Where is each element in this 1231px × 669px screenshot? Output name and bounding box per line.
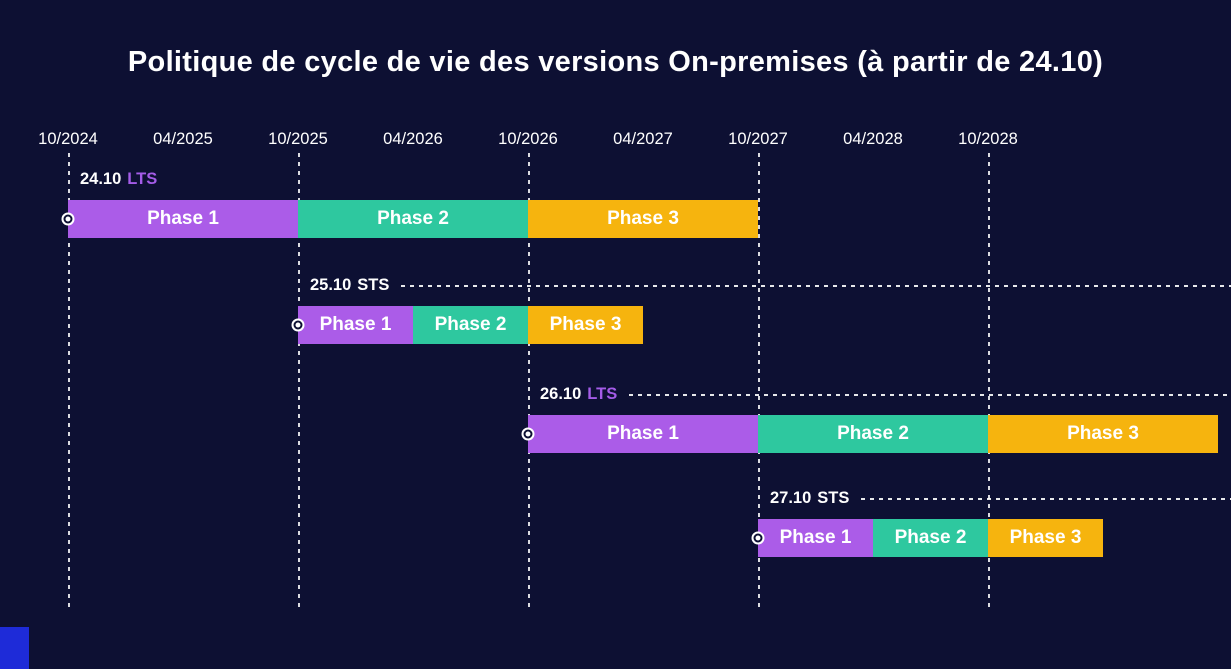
release-version: 24.10 [80,170,122,188]
release-label-24.10: 24.10 LTS [80,170,157,189]
bar-25.10-phase-3: Phase 3 [528,306,643,344]
release-version: 27.10 [770,489,812,507]
release-tag: STS [357,276,390,294]
release-label-27.10: 27.10 STS [770,489,849,508]
bar-27.10-phase-1: Phase 1 [758,519,873,557]
bar-27.10-phase-2: Phase 2 [873,519,988,557]
release-tag: LTS [587,385,618,403]
axis-tick-10-2027: 10/2027 [728,130,788,148]
phase-label: Phase 3 [1067,423,1139,444]
release-tag: LTS [127,170,158,188]
axis-tick-04-2027: 04/2027 [613,130,673,148]
gridline-month-36 [758,153,760,611]
phase-label: Phase 3 [549,314,622,335]
phase-label: Phase 2 [434,314,507,335]
phase-label: Phase 1 [319,314,392,335]
release-start-marker-icon [61,212,75,226]
release-tag: STS [817,489,850,507]
release-version: 26.10 [540,385,582,403]
phase-label: Phase 1 [147,208,219,229]
phase-label: Phase 1 [779,527,852,548]
page-title: Politique de cycle de vie des versions O… [127,46,1104,78]
phase-label: Phase 2 [837,423,909,444]
release-start-marker-icon [521,427,535,441]
label-connector-line [861,498,1231,500]
label-connector-line [629,394,1231,396]
phase-label: Phase 2 [377,208,449,229]
release-start-marker-icon [291,318,305,332]
gridline-month-0 [68,153,70,611]
bar-24.10-phase-3: Phase 3 [528,200,758,238]
phase-label: Phase 1 [607,423,679,444]
axis-tick-10-2026: 10/2026 [498,130,558,148]
bar-26.10-phase-2: Phase 2 [758,415,988,453]
axis-tick-10-2025: 10/2025 [268,130,328,148]
release-version: 25.10 [310,276,352,294]
bar-25.10-phase-2: Phase 2 [413,306,528,344]
axis-tick-04-2025: 04/2025 [153,130,213,148]
axis-tick-04-2028: 04/2028 [843,130,903,148]
bottom-left-accent [0,627,29,669]
phase-label: Phase 2 [894,527,967,548]
release-label-25.10: 25.10 STS [310,276,389,295]
gridline-month-24 [528,153,530,611]
axis-tick-10-2024: 10/2024 [38,130,98,148]
bar-24.10-phase-2: Phase 2 [298,200,528,238]
bar-25.10-phase-1: Phase 1 [298,306,413,344]
release-start-marker-icon [751,531,765,545]
release-label-26.10: 26.10 LTS [540,385,617,404]
bar-27.10-phase-3: Phase 3 [988,519,1103,557]
gridline-month-12 [298,153,300,611]
gridline-month-48 [988,153,990,611]
phase-label: Phase 3 [607,208,679,229]
label-connector-line [401,285,1231,287]
phase-label: Phase 3 [1009,527,1082,548]
bar-26.10-phase-3: Phase 3 [988,415,1218,453]
axis-tick-10-2028: 10/2028 [958,130,1018,148]
bar-24.10-phase-1: Phase 1 [68,200,298,238]
axis-tick-04-2026: 04/2026 [383,130,443,148]
bar-26.10-phase-1: Phase 1 [528,415,758,453]
